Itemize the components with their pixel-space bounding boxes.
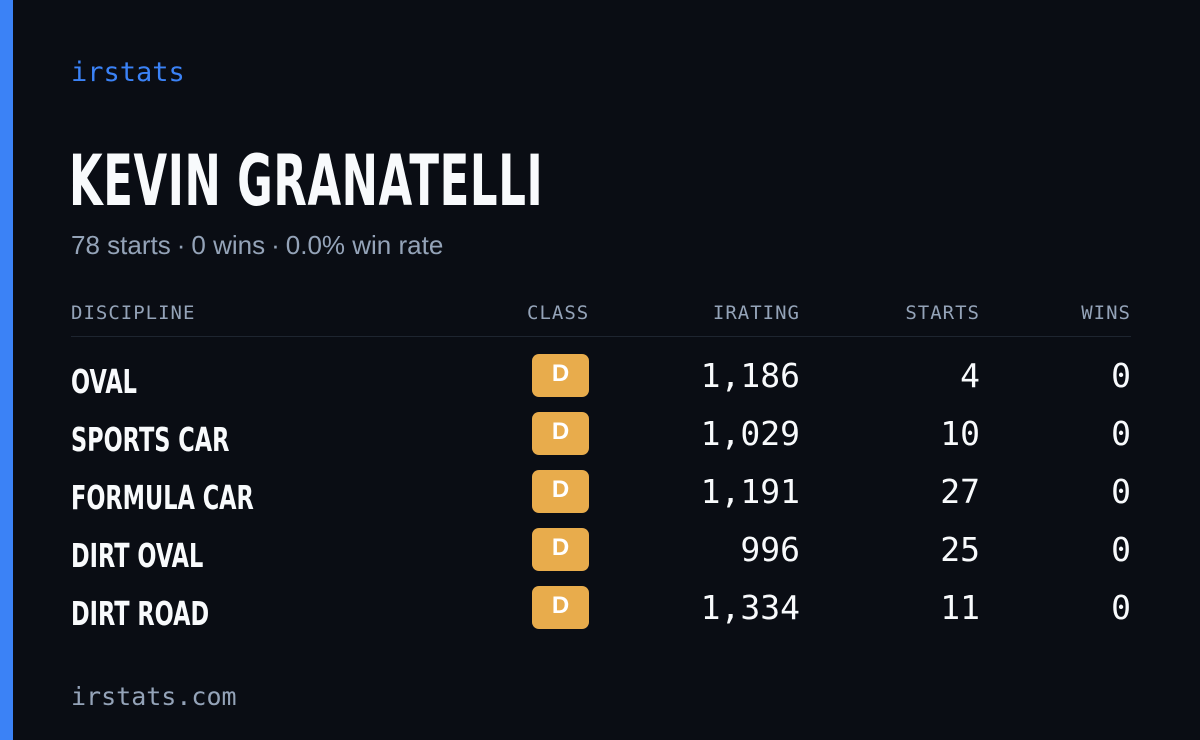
stats-table-body: OVAL D 1,186 4 0 SPORTS CAR D 1,029 10 0… [71, 352, 1131, 642]
license-class-badge: D [532, 412, 589, 455]
irating-value: 1,186 [700, 356, 800, 395]
footer-site-url: irstats.com [71, 682, 237, 711]
irating-value: 1,029 [700, 414, 800, 453]
starts-value: 10 [940, 414, 980, 453]
table-row: FORMULA CAR D 1,191 27 0 [71, 468, 1131, 526]
license-class-badge: D [532, 470, 589, 513]
license-class-badge: D [532, 354, 589, 397]
discipline-name: DIRT OVAL [71, 536, 204, 575]
summary-separator: · [176, 230, 186, 260]
wins-value: 0 [1111, 414, 1131, 453]
discipline-name: FORMULA CAR [71, 478, 254, 517]
table-row: SPORTS CAR D 1,029 10 0 [71, 410, 1131, 468]
discipline-name: OVAL [71, 362, 137, 401]
brand-logo-text: irstats [71, 57, 185, 88]
header-class: CLASS [527, 302, 590, 324]
stats-table-header: DISCIPLINE CLASS IRATING STARTS WINS [71, 298, 1131, 337]
table-row: DIRT OVAL D 996 25 0 [71, 526, 1131, 584]
wins-value: 0 [1111, 472, 1131, 511]
irating-value: 996 [740, 530, 800, 569]
starts-value: 11 [940, 588, 980, 627]
license-class-badge: D [532, 586, 589, 629]
wins-value: 0 [1111, 588, 1131, 627]
summary-wins: 0 wins [191, 230, 266, 260]
table-row: OVAL D 1,186 4 0 [71, 352, 1131, 410]
summary-separator: · [271, 230, 280, 260]
license-class-badge: D [532, 528, 589, 571]
starts-value: 25 [940, 530, 980, 569]
discipline-name: SPORTS CAR [71, 420, 230, 459]
driver-summary: 78 starts · 0 wins · 0.0% win rate [71, 228, 443, 262]
accent-bar [0, 0, 13, 740]
wins-value: 0 [1111, 530, 1131, 569]
summary-win-rate: 0.0% win rate [285, 230, 444, 260]
irating-value: 1,334 [700, 588, 800, 627]
discipline-name: DIRT ROAD [71, 594, 210, 633]
wins-value: 0 [1111, 356, 1131, 395]
irating-value: 1,191 [700, 472, 800, 511]
header-irating: IRATING [712, 302, 800, 324]
header-wins: WINS [1081, 302, 1131, 324]
table-row: DIRT ROAD D 1,334 11 0 [71, 584, 1131, 642]
header-discipline: DISCIPLINE [71, 302, 196, 324]
header-starts: STARTS [905, 302, 980, 324]
summary-starts: 78 starts [71, 230, 171, 260]
starts-value: 4 [960, 356, 980, 395]
driver-stats-card: irstats KEVIN GRANATELLI 78 starts · 0 win… [69, 0, 1131, 740]
starts-value: 27 [940, 472, 980, 511]
driver-name: KEVIN GRANATELLI [69, 140, 544, 222]
